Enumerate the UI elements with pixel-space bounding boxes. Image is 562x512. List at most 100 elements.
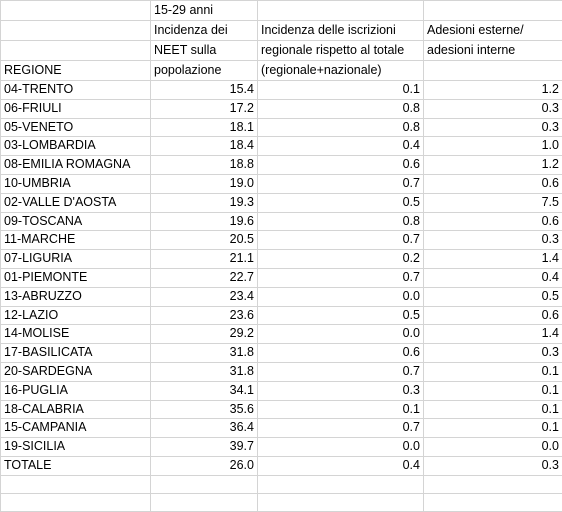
neet-cell[interactable]: 23.6 [151, 306, 258, 325]
region-cell[interactable]: 10-UMBRIA [1, 174, 151, 193]
region-cell[interactable]: 19-SICILIA [1, 438, 151, 457]
neet-cell[interactable]: 35.6 [151, 400, 258, 419]
adesioni-cell[interactable]: 0.5 [424, 287, 562, 306]
iscrizioni-cell[interactable]: 0.7 [258, 268, 424, 287]
neet-cell[interactable]: 19.6 [151, 212, 258, 231]
iscrizioni-cell[interactable]: 0.4 [258, 456, 424, 475]
empty-cell[interactable] [424, 475, 562, 493]
neet-cell[interactable]: 18.1 [151, 118, 258, 137]
adesioni-cell[interactable]: 0.6 [424, 306, 562, 325]
header-cell[interactable]: REGIONE [1, 61, 151, 81]
adesioni-cell[interactable]: 1.0 [424, 137, 562, 156]
neet-cell[interactable]: 36.4 [151, 419, 258, 438]
neet-cell[interactable]: 34.1 [151, 381, 258, 400]
region-cell[interactable]: 20-SARDEGNA [1, 362, 151, 381]
iscrizioni-cell[interactable]: 0.8 [258, 212, 424, 231]
region-cell[interactable]: 12-LAZIO [1, 306, 151, 325]
adesioni-cell[interactable]: 1.4 [424, 325, 562, 344]
header-cell[interactable]: Incidenza delle iscrizioni [258, 21, 424, 41]
adesioni-cell[interactable]: 0.3 [424, 99, 562, 118]
region-cell[interactable]: 05-VENETO [1, 118, 151, 137]
region-cell[interactable]: 06-FRIULI [1, 99, 151, 118]
region-cell[interactable]: 07-LIGURIA [1, 250, 151, 269]
neet-cell[interactable]: 17.2 [151, 99, 258, 118]
neet-cell[interactable]: 39.7 [151, 438, 258, 457]
adesioni-cell[interactable]: 0.3 [424, 231, 562, 250]
adesioni-cell[interactable]: 0.0 [424, 438, 562, 457]
neet-cell[interactable]: 31.8 [151, 362, 258, 381]
adesioni-cell[interactable]: 0.6 [424, 174, 562, 193]
header-cell[interactable] [1, 41, 151, 61]
region-cell[interactable]: 16-PUGLIA [1, 381, 151, 400]
adesioni-cell[interactable]: 0.3 [424, 456, 562, 475]
iscrizioni-cell[interactable]: 0.3 [258, 381, 424, 400]
header-cell[interactable] [1, 1, 151, 21]
iscrizioni-cell[interactable]: 0.5 [258, 306, 424, 325]
region-cell[interactable]: 09-TOSCANA [1, 212, 151, 231]
iscrizioni-cell[interactable]: 0.5 [258, 193, 424, 212]
neet-cell[interactable]: 19.0 [151, 174, 258, 193]
empty-cell[interactable] [258, 475, 424, 493]
header-cell[interactable] [424, 61, 562, 81]
iscrizioni-cell[interactable]: 0.2 [258, 250, 424, 269]
header-cell[interactable]: (regionale+nazionale) [258, 61, 424, 81]
header-cell[interactable]: Incidenza dei [151, 21, 258, 41]
adesioni-cell[interactable]: 0.1 [424, 400, 562, 419]
header-cell[interactable]: NEET sulla [151, 41, 258, 61]
iscrizioni-cell[interactable]: 0.0 [258, 287, 424, 306]
iscrizioni-cell[interactable]: 0.6 [258, 344, 424, 363]
neet-cell[interactable]: 31.8 [151, 344, 258, 363]
region-cell[interactable]: 17-BASILICATA [1, 344, 151, 363]
neet-cell[interactable]: 22.7 [151, 268, 258, 287]
region-cell[interactable]: 02-VALLE D'AOSTA [1, 193, 151, 212]
empty-cell[interactable] [151, 475, 258, 493]
region-cell[interactable]: 11-MARCHE [1, 231, 151, 250]
region-cell[interactable]: 18-CALABRIA [1, 400, 151, 419]
header-cell[interactable] [1, 21, 151, 41]
iscrizioni-cell[interactable]: 0.6 [258, 156, 424, 175]
adesioni-cell[interactable]: 0.1 [424, 381, 562, 400]
header-cell[interactable]: adesioni interne [424, 41, 562, 61]
adesioni-cell[interactable]: 1.4 [424, 250, 562, 269]
header-cell[interactable]: regionale rispetto al totale [258, 41, 424, 61]
iscrizioni-cell[interactable]: 0.8 [258, 118, 424, 137]
neet-cell[interactable]: 23.4 [151, 287, 258, 306]
adesioni-cell[interactable]: 0.3 [424, 118, 562, 137]
adesioni-cell[interactable]: 0.1 [424, 362, 562, 381]
adesioni-cell[interactable]: 0.4 [424, 268, 562, 287]
iscrizioni-cell[interactable]: 0.1 [258, 81, 424, 100]
region-cell[interactable]: TOTALE [1, 456, 151, 475]
iscrizioni-cell[interactable]: 0.7 [258, 419, 424, 438]
region-cell[interactable]: 01-PIEMONTE [1, 268, 151, 287]
adesioni-cell[interactable]: 0.6 [424, 212, 562, 231]
adesioni-cell[interactable]: 0.1 [424, 419, 562, 438]
header-cell[interactable]: Adesioni esterne/ [424, 21, 562, 41]
region-cell[interactable]: 13-ABRUZZO [1, 287, 151, 306]
header-cell[interactable] [258, 1, 424, 21]
iscrizioni-cell[interactable]: 0.1 [258, 400, 424, 419]
region-cell[interactable]: 08-EMILIA ROMAGNA [1, 156, 151, 175]
region-cell[interactable]: 14-MOLISE [1, 325, 151, 344]
region-cell[interactable]: 03-LOMBARDIA [1, 137, 151, 156]
header-cell[interactable] [424, 1, 562, 21]
iscrizioni-cell[interactable]: 0.7 [258, 231, 424, 250]
adesioni-cell[interactable]: 0.3 [424, 344, 562, 363]
adesioni-cell[interactable]: 7.5 [424, 193, 562, 212]
neet-cell[interactable]: 26.0 [151, 456, 258, 475]
iscrizioni-cell[interactable]: 0.4 [258, 137, 424, 156]
neet-cell[interactable]: 15.4 [151, 81, 258, 100]
iscrizioni-cell[interactable]: 0.0 [258, 438, 424, 457]
neet-cell[interactable]: 19.3 [151, 193, 258, 212]
region-cell[interactable]: 04-TRENTO [1, 81, 151, 100]
neet-cell[interactable]: 18.8 [151, 156, 258, 175]
neet-cell[interactable]: 18.4 [151, 137, 258, 156]
region-cell[interactable]: 15-CAMPANIA [1, 419, 151, 438]
adesioni-cell[interactable]: 1.2 [424, 81, 562, 100]
neet-cell[interactable]: 20.5 [151, 231, 258, 250]
neet-cell[interactable]: 21.1 [151, 250, 258, 269]
iscrizioni-cell[interactable]: 0.7 [258, 362, 424, 381]
empty-cell[interactable] [1, 475, 151, 493]
header-cell[interactable]: 15-29 anni [151, 1, 258, 21]
header-cell[interactable]: popolazione [151, 61, 258, 81]
adesioni-cell[interactable]: 1.2 [424, 156, 562, 175]
